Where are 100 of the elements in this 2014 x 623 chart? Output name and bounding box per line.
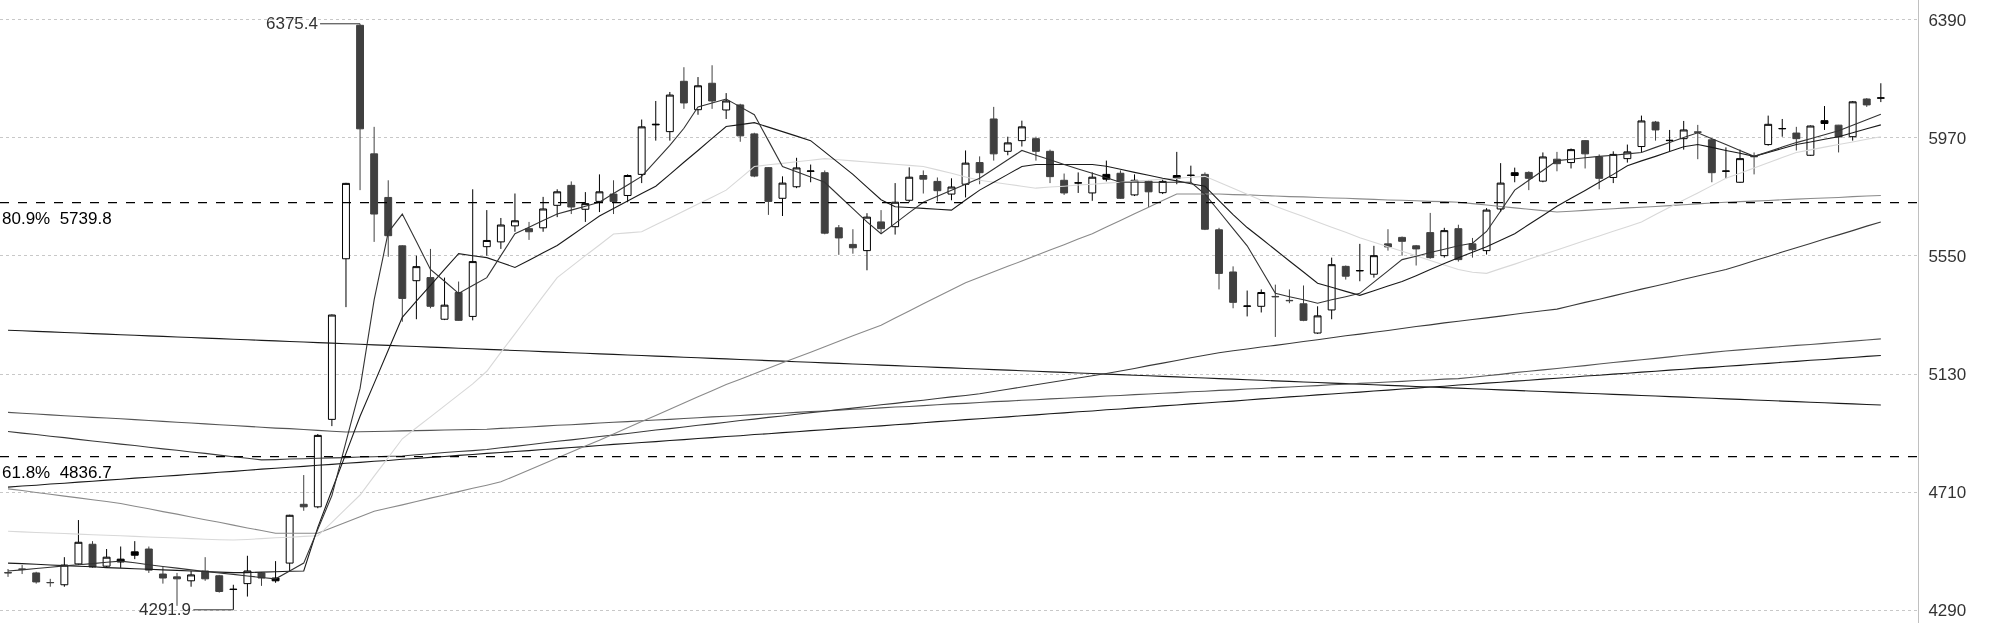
candlestick (975, 155, 984, 185)
candlestick (1243, 290, 1252, 317)
candlestick (1637, 115, 1646, 153)
ref-line-label: 80.9% 5739.8 (2, 209, 112, 228)
candlestick (18, 564, 27, 575)
candlestick (694, 76, 702, 116)
candlestick (806, 164, 815, 183)
candlestick (1764, 115, 1773, 147)
candlestick (679, 66, 688, 110)
candlestick (1017, 120, 1026, 148)
candlestick (1736, 149, 1744, 184)
candlestick (1693, 124, 1702, 160)
candlestick (1271, 284, 1280, 338)
candlestick (1186, 165, 1195, 183)
candlestick (961, 149, 970, 198)
annotation: 4291.9 (139, 600, 191, 619)
candlestick (327, 313, 336, 427)
candlestick (285, 514, 294, 572)
candlestick (1792, 126, 1801, 151)
candlestick (1313, 305, 1322, 335)
candlestick (1116, 169, 1125, 200)
candlestick (1327, 257, 1336, 320)
candlestick (1426, 212, 1435, 260)
candlestick (1003, 136, 1012, 156)
candlestick (1172, 151, 1181, 185)
candlestick (567, 180, 576, 215)
candlestick (299, 474, 308, 512)
candlestick (46, 578, 55, 588)
candlestick (412, 255, 421, 320)
candlestick (1595, 153, 1604, 190)
candlestick (651, 100, 660, 142)
candlestick (722, 92, 731, 120)
candlestick (1412, 245, 1421, 267)
candlestick (1721, 146, 1730, 179)
candlestick (1651, 120, 1660, 142)
candlestick (215, 574, 224, 594)
candlestick (229, 584, 238, 611)
candlestick (1046, 149, 1054, 184)
candlestick (820, 169, 829, 235)
candlestick (1229, 265, 1238, 309)
candlestick (1679, 120, 1688, 151)
candlestick (919, 169, 928, 195)
candlestick (1510, 167, 1519, 183)
candlestick (792, 157, 801, 189)
candlestick (1778, 118, 1787, 138)
candlestick (1707, 138, 1716, 183)
y-tick-label: 6390 (1928, 10, 1967, 30)
candlestick (398, 244, 407, 323)
candlestick (1369, 245, 1378, 279)
candlestick (187, 570, 196, 588)
candlestick (933, 176, 942, 202)
candlestick (496, 217, 505, 250)
candlestick (426, 248, 435, 309)
candlestick (1440, 227, 1449, 259)
candlestick (1074, 171, 1083, 194)
candlestick (1665, 129, 1674, 152)
candlestick (1482, 207, 1491, 256)
candlestick (1524, 170, 1533, 191)
candlestick (1848, 100, 1857, 142)
candlestick (708, 64, 717, 110)
candlestick (1285, 288, 1294, 304)
ref-line-label: 61.8% 4836.7 (2, 463, 112, 482)
y-tick-label: 5550 (1928, 246, 1967, 266)
candlestick (834, 224, 843, 256)
candlestick (1299, 284, 1308, 322)
candlestick (736, 103, 745, 143)
candlestick (130, 540, 139, 560)
candlestick (877, 209, 886, 235)
candlestick (384, 179, 393, 258)
candlestick (74, 519, 83, 566)
candlestick (1257, 288, 1266, 313)
candlestick (989, 106, 998, 162)
candlestick (1876, 82, 1885, 103)
candlestick (863, 212, 871, 271)
candlestick (370, 126, 379, 243)
candlestick (1820, 105, 1829, 131)
candlestick (454, 281, 463, 322)
candlestick (1454, 224, 1463, 263)
candlestick (1398, 236, 1407, 257)
candlestick (4, 568, 12, 578)
candlestick (32, 571, 41, 585)
candlestick (1468, 237, 1477, 259)
candlestick (356, 23, 365, 191)
candlestick (1088, 171, 1097, 202)
y-tick-label: 5970 (1928, 128, 1967, 148)
candlestick (440, 277, 449, 321)
candlestick (1144, 179, 1153, 208)
candlestick (525, 221, 533, 241)
candlestick (637, 119, 646, 184)
line-series (7, 338, 1882, 433)
candlestick (609, 179, 618, 215)
annotation: 6375.4 (266, 14, 318, 33)
candlestick (1032, 136, 1040, 162)
candlestick (1355, 243, 1364, 282)
candlestick (764, 166, 773, 216)
candlestick (60, 556, 69, 588)
y-tick-label: 4710 (1928, 483, 1967, 503)
candlestick (1060, 173, 1069, 196)
candlestick (482, 209, 491, 257)
candlestick (1862, 97, 1871, 108)
